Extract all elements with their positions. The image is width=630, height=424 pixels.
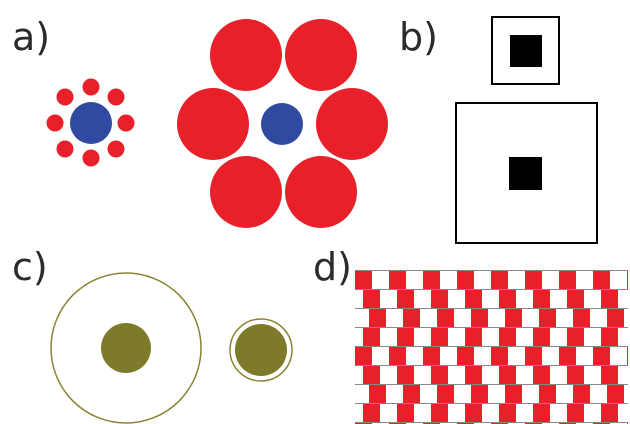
wall-tile xyxy=(505,385,522,403)
wall-tile xyxy=(437,309,454,327)
wall-tile xyxy=(533,290,550,308)
wall-tile xyxy=(491,271,508,289)
inner-square-top xyxy=(510,35,542,67)
delboeuf-circles xyxy=(50,272,293,424)
large-surround-group xyxy=(177,19,388,228)
wall-tile xyxy=(471,385,488,403)
panel-label-b: b) xyxy=(399,15,438,59)
wall-tile xyxy=(363,290,380,308)
wall-tile xyxy=(539,309,556,327)
wall-tile xyxy=(403,309,420,327)
ebbinghaus-illusion xyxy=(46,19,388,228)
surround-dot xyxy=(82,149,100,167)
wall-tile xyxy=(525,347,542,365)
wall-tile xyxy=(363,404,380,422)
center-circle-right xyxy=(261,103,303,145)
wall-tile xyxy=(601,404,618,422)
small-surround-group xyxy=(46,78,135,167)
wall-tile xyxy=(397,404,414,422)
center-circle-left xyxy=(70,102,112,144)
wall-tile xyxy=(593,347,610,365)
surround-circle xyxy=(285,156,357,228)
wall-tile xyxy=(499,366,516,384)
wall-tile xyxy=(465,328,482,346)
inner-disc-left xyxy=(101,323,151,373)
wall-tile xyxy=(573,385,590,403)
wall-tile xyxy=(525,271,542,289)
wall-tile xyxy=(539,385,556,403)
wall-tile xyxy=(423,271,440,289)
panel-label-a: a) xyxy=(12,15,51,59)
surround-circle xyxy=(210,19,282,91)
wall-tile xyxy=(431,328,448,346)
wall-tile xyxy=(533,328,550,346)
wall-tile xyxy=(457,271,474,289)
delboeuf-squares xyxy=(455,16,598,244)
wall-tile xyxy=(355,347,372,365)
wall-tile xyxy=(505,309,522,327)
wall-tile xyxy=(457,347,474,365)
surround-dot xyxy=(117,114,135,132)
surround-dot xyxy=(107,88,125,106)
wall-tile xyxy=(363,328,380,346)
wall-tile xyxy=(431,366,448,384)
wall-tile xyxy=(465,290,482,308)
wall-tile xyxy=(397,290,414,308)
wall-tile xyxy=(573,309,590,327)
wall-tile xyxy=(397,328,414,346)
surround-circle xyxy=(316,88,388,160)
surround-circle xyxy=(177,88,249,160)
wall-tile xyxy=(593,271,610,289)
wall-tile xyxy=(567,328,584,346)
inner-disc-right xyxy=(235,324,287,376)
wall-tile xyxy=(499,404,516,422)
wall-tile xyxy=(465,366,482,384)
inner-square-bottom xyxy=(509,157,542,190)
wall-tile xyxy=(607,385,624,403)
wall-tile xyxy=(491,347,508,365)
surround-dot xyxy=(82,78,100,96)
wall-tile xyxy=(355,271,372,289)
wall-tile xyxy=(499,328,516,346)
wall-tile xyxy=(431,290,448,308)
wall-tile xyxy=(627,347,628,365)
wall-tile xyxy=(369,309,386,327)
wall-tile xyxy=(389,271,406,289)
wall-tile xyxy=(437,385,454,403)
wall-tile xyxy=(431,404,448,422)
wall-tile xyxy=(607,309,624,327)
wall-tile xyxy=(403,385,420,403)
wall-tile xyxy=(601,290,618,308)
wall-tile xyxy=(397,366,414,384)
surround-dot xyxy=(46,114,64,132)
panel-label-c: c) xyxy=(12,245,48,289)
wall-tile xyxy=(601,328,618,346)
surround-circle xyxy=(210,156,282,228)
wall-tile xyxy=(567,366,584,384)
wall-tile xyxy=(471,309,488,327)
panel-label-d: d) xyxy=(313,245,352,289)
wall-tile xyxy=(567,404,584,422)
wall-tile xyxy=(389,347,406,365)
cafe-wall-illusion xyxy=(355,270,628,424)
wall-tile xyxy=(533,366,550,384)
wall-tile xyxy=(601,366,618,384)
wall-tile xyxy=(465,404,482,422)
wall-tile xyxy=(363,366,380,384)
surround-dot xyxy=(56,88,74,106)
wall-tile xyxy=(499,290,516,308)
surround-dot xyxy=(107,140,125,158)
surround-dot xyxy=(56,140,74,158)
wall-tile xyxy=(627,271,628,289)
wall-tile xyxy=(423,347,440,365)
wall-tile xyxy=(559,347,576,365)
wall-tile xyxy=(533,404,550,422)
wall-tile xyxy=(567,290,584,308)
wall-tile xyxy=(369,385,386,403)
surround-circle xyxy=(285,19,357,91)
wall-tile xyxy=(559,271,576,289)
